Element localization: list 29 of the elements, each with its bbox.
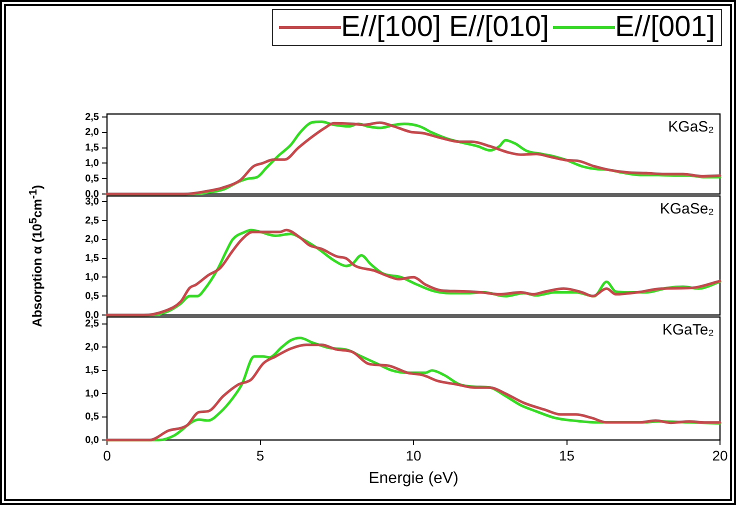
y-tick-label: 1,0 bbox=[85, 158, 100, 169]
y-tick-label: 0,0 bbox=[85, 434, 100, 446]
y-tick-label: 0,5 bbox=[85, 412, 100, 423]
annotation: KGaSe₂ bbox=[660, 200, 714, 218]
y-tick-label: 0,5 bbox=[85, 290, 100, 302]
y-tick-label: 1,5 bbox=[85, 142, 100, 154]
legend-label: E//[100] E//[010] bbox=[341, 11, 550, 44]
y-tick-label: 1,5 bbox=[85, 253, 100, 264]
annotation: KGaTe₂ bbox=[662, 322, 714, 339]
x-tick-label: 10 bbox=[406, 447, 422, 464]
y-tick-label: 0,0 bbox=[85, 310, 100, 321]
y-tick-label: 2,5 bbox=[85, 318, 100, 330]
annotation: KGaS₂ bbox=[668, 118, 714, 136]
y-tick-label: 1,0 bbox=[85, 388, 100, 400]
y-tick-label: 2,0 bbox=[85, 342, 100, 353]
y-tick-label: 2,0 bbox=[85, 127, 100, 138]
y-tick-label: 1,5 bbox=[85, 365, 100, 376]
y-tick-label: 2,5 bbox=[85, 215, 100, 226]
legend-label: E//[001] bbox=[615, 11, 715, 44]
y-tick-label: 2,0 bbox=[85, 234, 100, 246]
x-tick-label: 0 bbox=[103, 447, 112, 464]
x-tick-label: 15 bbox=[558, 447, 575, 464]
x-tick-label: 5 bbox=[256, 447, 264, 464]
y-tick-label: 0,5 bbox=[85, 173, 100, 184]
line-series bbox=[106, 228, 722, 316]
x-axis-title: Energie (eV) bbox=[368, 470, 458, 487]
y-tick-label: 2,5 bbox=[85, 112, 100, 123]
y-tick-label: 1,0 bbox=[85, 272, 100, 283]
x-tick-label: 20 bbox=[712, 447, 728, 464]
